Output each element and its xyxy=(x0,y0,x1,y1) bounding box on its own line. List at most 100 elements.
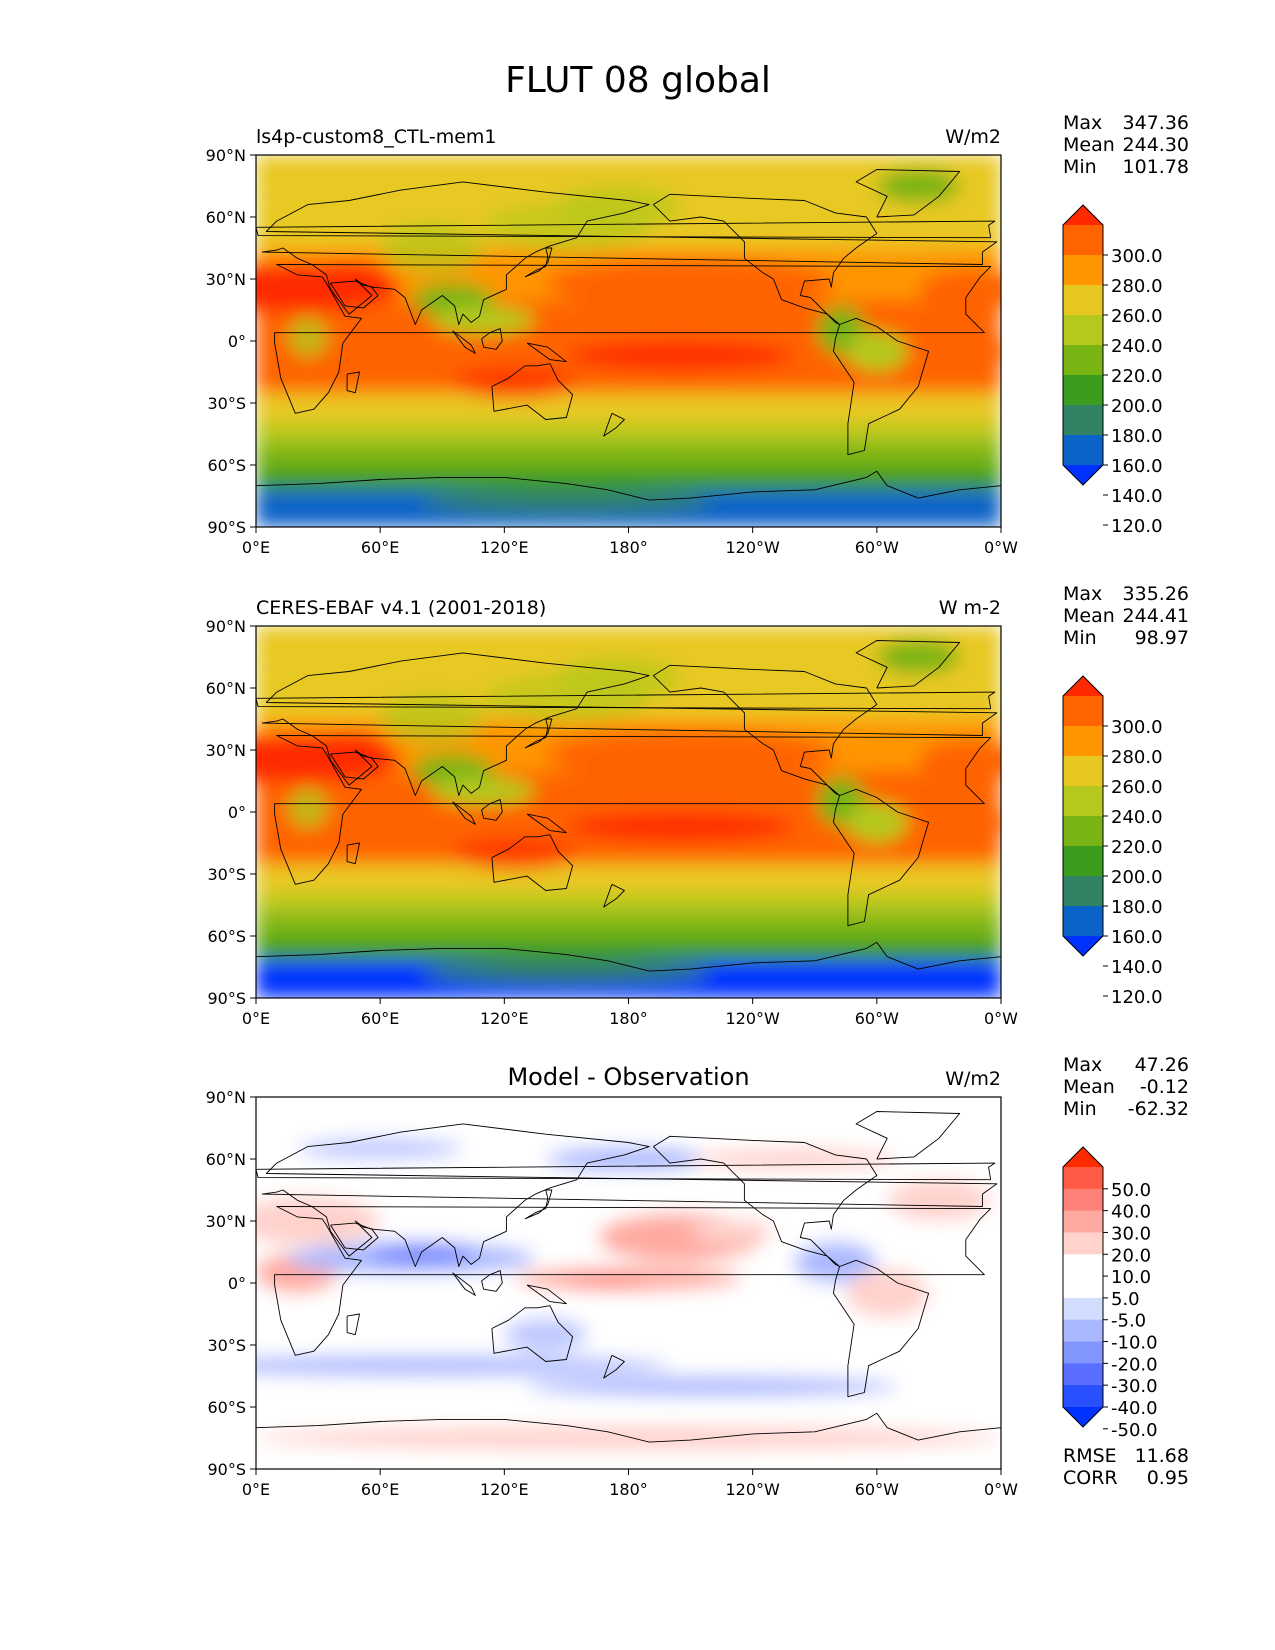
field-blob xyxy=(545,1146,712,1172)
coastline xyxy=(330,280,379,309)
coastline xyxy=(524,1189,553,1220)
coastline xyxy=(481,799,503,821)
y-tick-label: 90°S xyxy=(207,1460,246,1479)
x-tick-label: 60°E xyxy=(361,1480,399,1499)
colorbar-segment xyxy=(1063,1254,1103,1277)
y-tick-label: 30°S xyxy=(207,1336,246,1355)
coastline xyxy=(481,328,503,350)
field-blob xyxy=(525,1376,898,1397)
x-tick-label: 60°E xyxy=(361,1009,399,1028)
colorbar-segment xyxy=(1063,435,1103,466)
coastline xyxy=(491,1305,574,1362)
colorbar-segment xyxy=(1063,315,1103,346)
colorbar-tick-label: 200.0 xyxy=(1111,396,1163,417)
panels: 0°E 60°E 120°E 180° 120°W 60°W 0°W 90°N 60°N 30°N… xyxy=(206,112,1189,1499)
stat-label: CORR xyxy=(1063,1467,1118,1489)
colorbar-tick-label: 40.0 xyxy=(1111,1202,1151,1223)
colorbar-segment xyxy=(1063,1341,1103,1364)
field-blob xyxy=(452,365,577,399)
field-blob xyxy=(845,801,908,843)
colorbar-segment xyxy=(1063,1210,1103,1233)
colorbar-segment xyxy=(1063,225,1103,256)
field-blob xyxy=(556,186,681,228)
y-tick-label: 0° xyxy=(228,803,246,822)
coastline xyxy=(524,718,553,749)
panel-left-label: ls4p-custom8_CTL-mem1 xyxy=(256,126,497,148)
field-blob xyxy=(287,787,329,829)
coastlines xyxy=(256,1111,1001,1443)
field-blob xyxy=(421,960,712,986)
y-tick-label: 60°N xyxy=(206,679,246,698)
x-tick-label: 0°E xyxy=(242,538,270,557)
stat-value: -62.32 xyxy=(1128,1098,1189,1120)
panel-units: W/m2 xyxy=(945,1068,1001,1090)
y-tick-label: 0° xyxy=(228,332,246,351)
x-tick-label: 180° xyxy=(609,1480,648,1499)
x-tick-label: 60°E xyxy=(361,538,399,557)
colorbar-segment xyxy=(1063,696,1103,727)
coastline xyxy=(526,342,567,363)
field-blob xyxy=(256,1196,381,1246)
stat-label: RMSE xyxy=(1063,1445,1117,1467)
stat-label: Max xyxy=(1063,112,1102,134)
coastline xyxy=(261,652,998,796)
field-blob xyxy=(845,1268,929,1319)
colorbar-segment xyxy=(1063,285,1103,316)
figure-title: FLUT 08 global xyxy=(505,60,771,101)
field-blob xyxy=(256,1425,1001,1451)
panel-units: W m-2 xyxy=(939,597,1001,619)
colorbar-tick-label: 280.0 xyxy=(1111,747,1163,768)
coastline xyxy=(256,941,1001,972)
colorbar-tick-label: 280.0 xyxy=(1111,276,1163,297)
coastline xyxy=(261,1123,998,1267)
colorbar-segment xyxy=(1063,255,1103,286)
field-blob xyxy=(887,1179,991,1222)
y-tick-label: 60°S xyxy=(207,456,246,475)
colorbar-extend-top xyxy=(1063,1147,1103,1167)
coastline xyxy=(256,1162,996,1181)
stat-value: 11.68 xyxy=(1135,1445,1189,1467)
coastline xyxy=(261,181,998,325)
colorbar: 50.040.030.020.010.05.0-5.0-10.0-20.0-30… xyxy=(1062,1146,1158,1441)
y-tick-label: 60°S xyxy=(207,1398,246,1417)
field-blob xyxy=(566,812,795,841)
y-tick-label: 0° xyxy=(228,1274,246,1293)
field-band xyxy=(256,469,1001,490)
coastline xyxy=(452,801,476,825)
colorbar-tick-label: 240.0 xyxy=(1111,336,1163,357)
coastline xyxy=(274,1206,992,1356)
colorbar-tick-label: 120.0 xyxy=(1111,987,1163,1008)
field-blob xyxy=(876,169,960,203)
map-field xyxy=(256,155,1001,527)
y-tick-label: 90°N xyxy=(206,617,246,636)
colorbar-segment xyxy=(1063,1385,1103,1408)
field-blob xyxy=(287,316,329,358)
field-blob xyxy=(556,657,681,699)
field-band xyxy=(256,863,1001,895)
colorbar-tick-label: -40.0 xyxy=(1111,1398,1158,1419)
stat-label: Min xyxy=(1063,627,1097,649)
panel-3: 0°E 60°E 120°E 180° 120°W 60°W 0°W 90°N 60°N 30°N… xyxy=(206,1054,1189,1499)
stat-value: 0.95 xyxy=(1147,1467,1189,1489)
y-tick-label: 30°S xyxy=(207,865,246,884)
colorbar-segment xyxy=(1063,405,1103,436)
field-blob xyxy=(431,776,536,806)
coastlines xyxy=(256,169,1001,501)
y-tick-label: 90°N xyxy=(206,1088,246,1107)
field-blob xyxy=(431,305,536,335)
coastline xyxy=(256,470,1001,501)
stat-label: Max xyxy=(1063,583,1102,605)
colorbar-tick-label: 300.0 xyxy=(1111,246,1163,267)
stat-label: Min xyxy=(1063,1098,1097,1120)
coastline xyxy=(274,735,992,885)
colorbar-extend-bottom xyxy=(1063,936,1103,956)
colorbar-tick-label: 220.0 xyxy=(1111,366,1163,387)
x-tick-label: 120°W xyxy=(725,538,780,557)
colorbar-tick-label: -10.0 xyxy=(1111,1333,1158,1354)
colorbar-tick-label: 50.0 xyxy=(1111,1180,1151,1201)
colorbar-tick-label: 220.0 xyxy=(1111,837,1163,858)
colorbar-segment xyxy=(1063,786,1103,817)
colorbar-segment xyxy=(1063,906,1103,937)
x-tick-label: 120°E xyxy=(480,1480,529,1499)
x-tick-label: 0°W xyxy=(984,538,1018,557)
